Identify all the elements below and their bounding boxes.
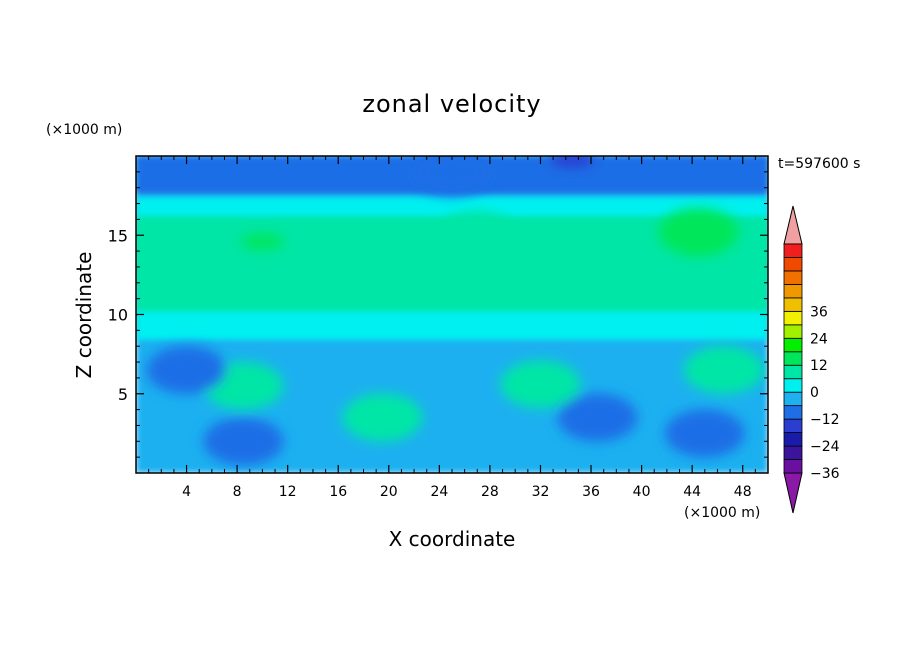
x-tick-label: 20: [380, 484, 398, 500]
field-feature-9: [146, 345, 227, 394]
colorbar-level: [783, 405, 803, 420]
x-tick-label: 12: [279, 484, 297, 500]
time-label: t=597600 s: [778, 156, 860, 172]
field-feature-5: [500, 360, 581, 409]
field-feature-1: [658, 208, 739, 257]
colorbar-level: [783, 445, 803, 460]
colorbar-level: [783, 337, 803, 353]
colorbar-tick-label: −24: [810, 439, 840, 455]
x-tick-label: 16: [329, 484, 347, 500]
chart-title: zonal velocity: [362, 90, 541, 118]
field-feature-0: [240, 233, 285, 250]
x-tick-label: 40: [633, 484, 651, 500]
y-tick-label: 5: [118, 385, 128, 404]
x-tick-label: 32: [532, 484, 550, 500]
colorbar-level: [783, 324, 803, 339]
colorbar-level: [783, 297, 803, 312]
colorbar-level: [783, 378, 803, 393]
x-tick-label: 8: [233, 484, 242, 500]
x-axis: 4 8 12 16 20 24 28 32 36 40 44 48: [148, 156, 756, 500]
colorbar-tick-label: 12: [810, 358, 828, 374]
colorbar-tick-label: −12: [810, 412, 840, 428]
colorbar-level: [783, 351, 803, 366]
velocity-field: [136, 156, 768, 473]
x-tick-label: 4: [182, 484, 191, 500]
colorbar-tick-label: −36: [810, 466, 840, 482]
x-tick-label: 24: [430, 484, 448, 500]
colorbar-level: [783, 310, 803, 326]
x-tick-label: 48: [734, 484, 752, 500]
colorbar-level: [783, 432, 803, 447]
colorbar-level: [783, 364, 803, 380]
x-tick-label: 44: [683, 484, 701, 500]
field-feature-10: [664, 409, 745, 458]
y-tick-label: 10: [108, 306, 128, 325]
field-feature-7: [203, 417, 284, 466]
field-band-5: [136, 311, 768, 340]
field-feature-2: [437, 211, 518, 260]
colorbar-tick-label: 36: [810, 304, 828, 320]
field-feature-11: [412, 156, 492, 196]
colorbar-max-arrow: [783, 205, 803, 245]
field-feature-6: [683, 345, 764, 394]
colorbar-tick-label: 0: [810, 385, 819, 401]
colorbar-level: [783, 257, 803, 272]
colorbar-tick-label: 24: [810, 331, 828, 347]
colorbar-level: [783, 418, 803, 433]
colorbar-min-arrow: [783, 472, 803, 514]
colorbar-level: [783, 270, 803, 285]
y-axis-label: Z coordinate: [72, 252, 96, 379]
x-axis-label: X coordinate: [389, 527, 516, 551]
field-feature-8: [557, 393, 638, 442]
x-tick-label: 36: [582, 484, 600, 500]
y-axis-unit: (×1000 m): [46, 122, 122, 138]
y-axis: 5 10 15: [108, 171, 768, 458]
colorbar-level: [783, 284, 803, 299]
colorbar: 36 24 12 0 −12 −24 −36: [783, 205, 840, 514]
colorbar-level: [783, 459, 803, 474]
colorbar-level: [783, 243, 803, 258]
x-tick-label: 28: [481, 484, 499, 500]
field-feature-4: [342, 393, 423, 442]
field-feature-12: [550, 156, 595, 168]
colorbar-level: [783, 391, 803, 407]
x-axis-unit: (×1000 m): [684, 505, 760, 521]
y-tick-label: 15: [108, 226, 128, 245]
